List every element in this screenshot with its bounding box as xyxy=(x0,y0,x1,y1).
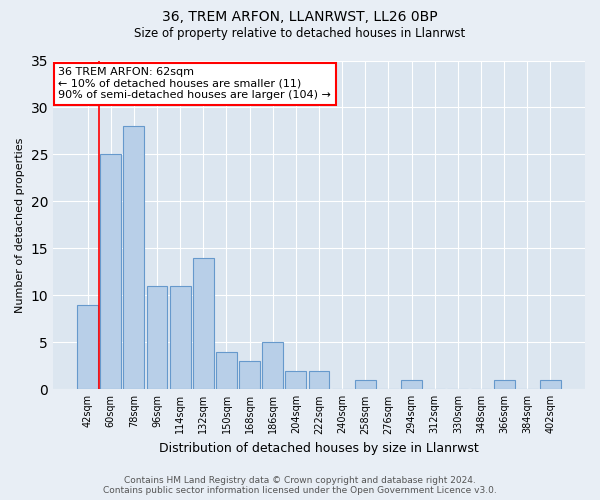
Bar xyxy=(540,380,561,390)
Text: 36 TREM ARFON: 62sqm
← 10% of detached houses are smaller (11)
90% of semi-detac: 36 TREM ARFON: 62sqm ← 10% of detached h… xyxy=(58,67,331,100)
Bar xyxy=(262,342,283,390)
Bar xyxy=(308,370,329,390)
X-axis label: Distribution of detached houses by size in Llanrwst: Distribution of detached houses by size … xyxy=(159,442,479,455)
Bar xyxy=(239,361,260,390)
Bar xyxy=(146,286,167,390)
Bar xyxy=(494,380,515,390)
Y-axis label: Number of detached properties: Number of detached properties xyxy=(15,137,25,312)
Bar xyxy=(193,258,214,390)
Text: 36, TREM ARFON, LLANRWST, LL26 0BP: 36, TREM ARFON, LLANRWST, LL26 0BP xyxy=(162,10,438,24)
Bar xyxy=(216,352,237,390)
Bar xyxy=(401,380,422,390)
Bar xyxy=(77,305,98,390)
Text: Size of property relative to detached houses in Llanrwst: Size of property relative to detached ho… xyxy=(134,28,466,40)
Bar xyxy=(100,154,121,390)
Bar xyxy=(355,380,376,390)
Bar xyxy=(286,370,306,390)
Bar xyxy=(170,286,191,390)
Bar xyxy=(124,126,145,390)
Text: Contains HM Land Registry data © Crown copyright and database right 2024.
Contai: Contains HM Land Registry data © Crown c… xyxy=(103,476,497,495)
